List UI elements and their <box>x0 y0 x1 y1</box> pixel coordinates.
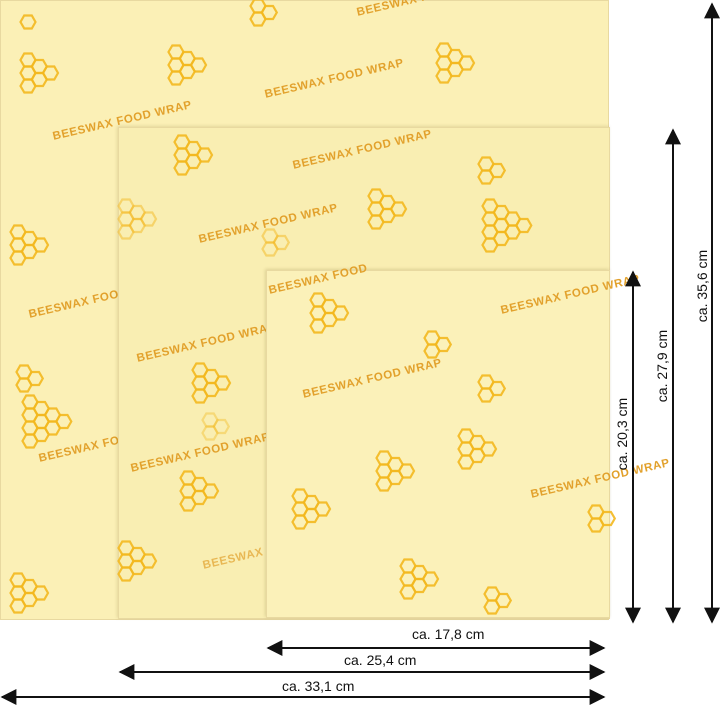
honeycomb-cell <box>201 483 220 499</box>
honeycomb-cell <box>272 234 291 251</box>
honeycomb-cell <box>488 162 507 179</box>
large-width-label: ca. 33,1 cm <box>282 678 355 694</box>
honeycomb-cell <box>598 510 617 527</box>
honeycomb-cell <box>457 55 476 71</box>
small-width-label: ca. 17,8 cm <box>412 626 485 642</box>
honeycomb-cell <box>139 553 158 569</box>
honeycomb-cell <box>434 336 453 353</box>
honeycomb-cell <box>488 380 507 397</box>
honeycomb-cell <box>494 592 513 609</box>
honeycomb-cell <box>331 305 350 321</box>
honeycomb-cell <box>195 147 214 163</box>
honeycomb-cell <box>201 425 219 441</box>
honeycomb-cell <box>31 585 50 601</box>
honeycomb-cell <box>313 501 332 517</box>
honeycomb-cell <box>19 14 37 30</box>
large-height-label: ca. 35,6 cm <box>694 249 710 323</box>
honeycomb-cell <box>139 211 158 227</box>
medium-width-label: ca. 25,4 cm <box>344 652 417 668</box>
honeycomb-cell <box>389 201 408 217</box>
honeycomb-cell <box>212 418 231 435</box>
honeycomb-cell <box>515 217 533 234</box>
small-height-label: ca. 20,3 cm <box>614 397 630 471</box>
honeycomb-cell <box>201 412 219 428</box>
honeycomb-cell <box>31 237 50 253</box>
honeycomb-cell <box>260 4 279 21</box>
honeycomb-cell <box>479 441 498 457</box>
honeycomb-cell <box>397 463 416 479</box>
honeycomb-cell <box>189 57 208 73</box>
honeycomb-cell <box>213 375 232 391</box>
honeycomb-cell <box>26 370 45 387</box>
honeycomb-cell <box>55 413 73 430</box>
honeycomb-cell <box>421 571 440 587</box>
honeycomb-cell <box>41 65 60 81</box>
medium-height-label: ca. 27,9 cm <box>654 329 670 403</box>
